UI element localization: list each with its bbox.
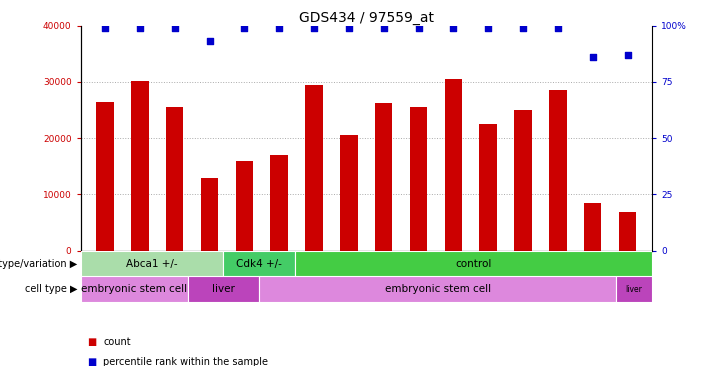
Bar: [188, 276, 259, 302]
Point: [552, 25, 564, 31]
Bar: [166, 107, 184, 251]
Bar: [616, 276, 652, 302]
Bar: [271, 155, 288, 251]
Bar: [224, 251, 295, 276]
Point: [587, 54, 599, 60]
Bar: [306, 85, 322, 251]
Point: [134, 25, 145, 31]
Bar: [515, 110, 532, 251]
Point: [204, 38, 215, 44]
Text: count: count: [103, 337, 130, 347]
Bar: [584, 203, 601, 251]
Bar: [479, 124, 497, 251]
Bar: [549, 90, 566, 251]
Text: control: control: [455, 258, 491, 269]
Point: [448, 25, 459, 31]
Text: embryonic stem cell: embryonic stem cell: [81, 284, 187, 294]
Bar: [81, 276, 188, 302]
Bar: [410, 107, 427, 251]
Bar: [295, 251, 652, 276]
Point: [239, 25, 250, 31]
Text: embryonic stem cell: embryonic stem cell: [385, 284, 491, 294]
Text: percentile rank within the sample: percentile rank within the sample: [103, 357, 268, 366]
Bar: [444, 79, 462, 251]
Text: liver: liver: [212, 284, 235, 294]
Point: [622, 52, 633, 58]
Text: ■: ■: [88, 337, 97, 347]
Bar: [340, 135, 358, 251]
Text: Cdk4 +/-: Cdk4 +/-: [236, 258, 282, 269]
Text: ■: ■: [88, 357, 97, 366]
Bar: [131, 81, 149, 251]
Text: genotype/variation ▶: genotype/variation ▶: [0, 258, 77, 269]
Point: [100, 25, 111, 31]
Bar: [200, 178, 218, 251]
Point: [343, 25, 355, 31]
Bar: [619, 212, 637, 251]
Point: [378, 25, 389, 31]
Text: liver: liver: [625, 285, 643, 294]
Text: Abca1 +/-: Abca1 +/-: [126, 258, 178, 269]
Point: [169, 25, 180, 31]
Text: cell type ▶: cell type ▶: [25, 284, 77, 294]
Point: [413, 25, 424, 31]
Title: GDS434 / 97559_at: GDS434 / 97559_at: [299, 11, 434, 25]
Bar: [259, 276, 616, 302]
Bar: [236, 161, 253, 251]
Point: [517, 25, 529, 31]
Bar: [81, 251, 224, 276]
Bar: [375, 103, 393, 251]
Bar: [96, 102, 114, 251]
Point: [308, 25, 320, 31]
Point: [273, 25, 285, 31]
Point: [482, 25, 494, 31]
